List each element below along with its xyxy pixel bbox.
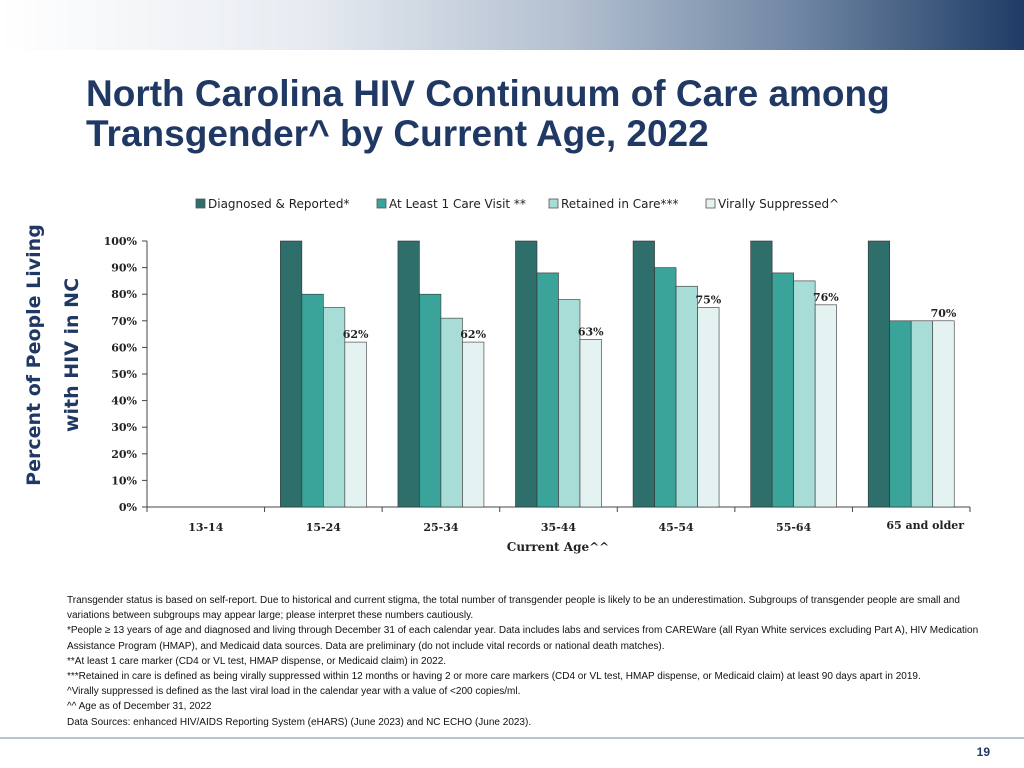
title-line-2: Transgender^ by Current Age, 2022 <box>86 113 709 154</box>
bar <box>323 307 346 508</box>
legend-label-2: At Least 1 Care Visit ** <box>389 197 526 211</box>
y-tick-label: 20% <box>111 448 137 461</box>
bar <box>675 285 698 508</box>
header-banner <box>0 0 1024 50</box>
bar <box>750 240 773 508</box>
bar <box>932 320 955 508</box>
page-title: North Carolina HIV Continuum of Care amo… <box>86 74 986 154</box>
bar <box>910 320 934 508</box>
legend-swatch-1 <box>195 198 206 209</box>
x-tick-label: 15-24 <box>306 521 342 534</box>
footnote-5: ^Virally suppressed is defined as the la… <box>67 686 521 698</box>
footnote-3: **At least 1 care marker (CD4 or VL test… <box>67 655 447 667</box>
bar <box>654 267 677 508</box>
x-axis-title: Current Age^^ <box>507 540 609 554</box>
footnote-1: Transgender status is based on self-repo… <box>67 595 960 622</box>
bar <box>814 304 837 508</box>
bar <box>558 299 581 508</box>
footnote-7: Data Sources: enhanced HIV/AIDS Reportin… <box>67 716 532 728</box>
bar <box>462 341 485 508</box>
bar <box>397 240 420 508</box>
bar <box>771 272 794 508</box>
y-tick-label: 30% <box>111 421 137 434</box>
x-tick-label: 65 and older <box>886 519 964 532</box>
bar <box>889 320 912 508</box>
bar <box>419 293 442 508</box>
x-tick-label: 55-64 <box>776 521 812 534</box>
y-tick-label: 40% <box>111 395 137 408</box>
bar <box>536 272 559 508</box>
bar <box>579 339 602 508</box>
y-tick-label: 0% <box>119 501 138 514</box>
bar <box>697 307 720 508</box>
footnote-2: *People ≥ 13 years of age and diagnosed … <box>67 625 979 652</box>
x-tick-label: 25-34 <box>423 521 459 534</box>
bar <box>344 341 367 508</box>
data-label: 62% <box>343 328 369 341</box>
y-tick-label: 90% <box>111 262 137 275</box>
data-label: 76% <box>813 291 839 304</box>
legend-swatch-2 <box>376 198 387 209</box>
y-tick-label: 100% <box>104 235 138 248</box>
bar <box>515 240 538 508</box>
y-tick-label: 50% <box>111 368 137 381</box>
legend-label-4: Virally Suppressed^ <box>718 197 839 211</box>
y-tick-label: 10% <box>111 474 137 487</box>
data-label: 75% <box>695 294 721 307</box>
bar <box>867 240 891 508</box>
footnotes: Transgender status is based on self-repo… <box>67 593 987 730</box>
bar <box>280 240 303 508</box>
y-tick-label: 60% <box>111 341 137 354</box>
legend-label-3: Retained in Care*** <box>561 197 679 211</box>
data-label: 63% <box>578 325 604 338</box>
footer-divider <box>0 737 1024 739</box>
bar <box>301 293 324 508</box>
footnote-4: ***Retained in care is defined as being … <box>67 671 921 683</box>
bar <box>632 240 655 508</box>
data-label: 62% <box>460 328 486 341</box>
page-number: 19 <box>976 745 990 759</box>
y-tick-label: 70% <box>111 315 137 328</box>
y-tick-label: 80% <box>111 288 137 301</box>
legend-label-1: Diagnosed & Reported* <box>208 197 350 211</box>
bar <box>793 280 816 508</box>
title-line-1: North Carolina HIV Continuum of Care amo… <box>86 73 890 114</box>
bar-chart: Diagnosed & Reported* At Least 1 Care Vis… <box>104 197 971 554</box>
bar <box>440 317 463 508</box>
legend-swatch-3 <box>548 198 559 209</box>
x-tick-label: 45-54 <box>658 521 694 534</box>
x-tick-label: 13-14 <box>188 521 224 534</box>
legend-swatch-4 <box>705 198 716 209</box>
data-label: 70% <box>931 307 957 320</box>
footnote-6: ^^ Age as of December 31, 2022 <box>67 701 212 713</box>
x-tick-label: 35-44 <box>541 521 577 534</box>
